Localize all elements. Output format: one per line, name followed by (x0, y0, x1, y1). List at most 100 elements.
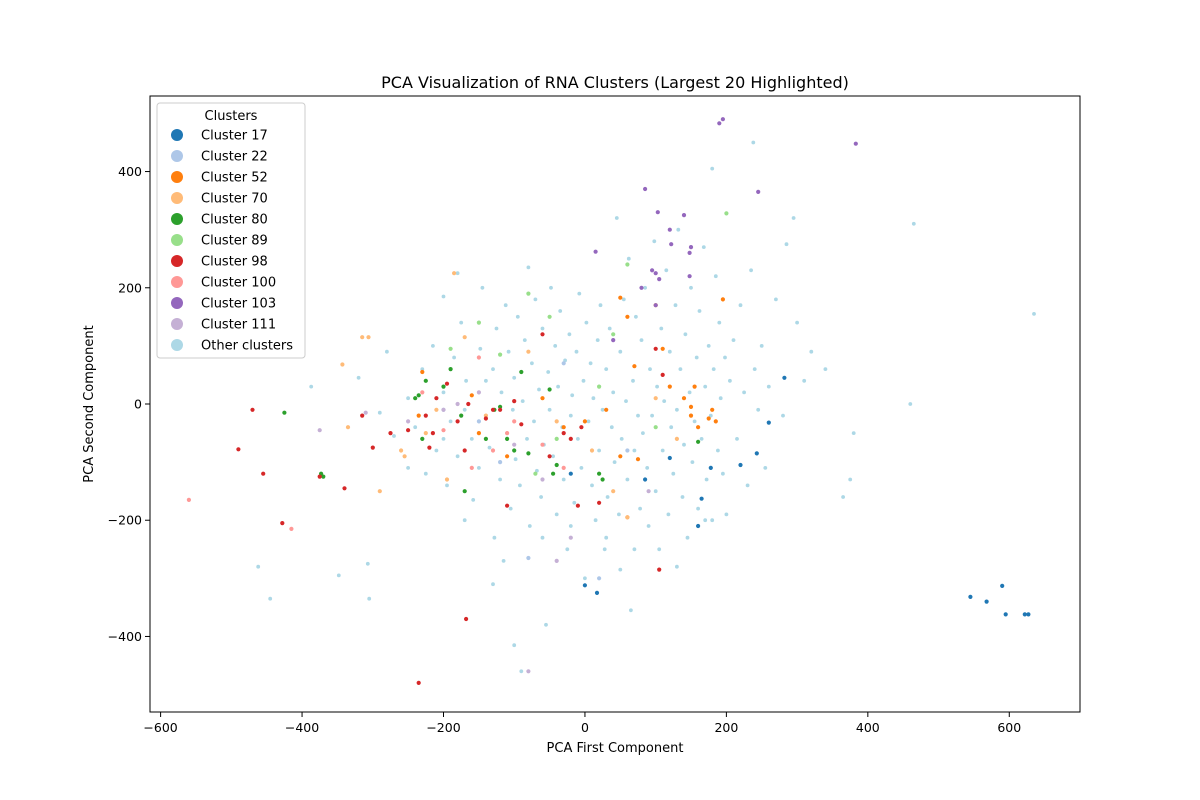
point-cluster-70 (653, 396, 658, 401)
point-cluster-52 (635, 457, 641, 462)
point-cluster-89 (476, 320, 481, 325)
point-other-clusters (581, 378, 586, 383)
point-cluster-52 (420, 369, 425, 375)
point-cluster-70 (483, 413, 488, 418)
point-other-clusters (462, 407, 467, 412)
point-other-clusters (268, 596, 273, 601)
point-cluster-111 (455, 401, 460, 407)
point-other-clusters (448, 419, 453, 424)
point-cluster-98 (388, 431, 393, 436)
point-other-clusters (406, 396, 410, 401)
point-other-clusters (655, 384, 659, 389)
point-other-clusters (710, 166, 715, 171)
point-other-clusters (508, 506, 513, 511)
point-other-clusters (626, 256, 631, 261)
point-cluster-98 (434, 396, 439, 401)
point-cluster-98 (236, 447, 241, 452)
point-cluster-17 (782, 375, 787, 380)
point-other-clusters (638, 506, 642, 511)
point-other-clusters (522, 338, 527, 342)
point-cluster-103 (639, 285, 644, 290)
point-other-clusters (680, 495, 685, 499)
point-other-clusters (540, 326, 545, 331)
point-cluster-103 (688, 245, 694, 250)
point-other-clusters (636, 413, 640, 418)
point-other-clusters (510, 407, 515, 412)
point-other-clusters (561, 477, 566, 482)
point-cluster-98 (250, 407, 255, 412)
point-other-clusters (602, 547, 607, 552)
point-cluster-98 (660, 372, 665, 377)
point-other-clusters (699, 437, 704, 441)
point-cluster-98 (462, 448, 467, 453)
point-other-clusters (530, 361, 534, 366)
point-cluster-52 (706, 416, 711, 421)
point-other-clusters (609, 425, 614, 430)
point-cluster-103 (720, 117, 726, 122)
point-cluster-98 (416, 680, 421, 686)
point-cluster-103 (650, 268, 655, 273)
point-cluster-52 (681, 396, 687, 401)
legend-label-cluster-111: Cluster 111 (201, 318, 276, 333)
point-cluster-98 (568, 436, 573, 441)
point-cluster-103 (853, 141, 858, 146)
point-cluster-98 (455, 419, 460, 424)
point-cluster-103 (687, 250, 692, 255)
point-other-clusters (583, 576, 587, 581)
point-other-clusters (392, 434, 396, 438)
point-cluster-98 (519, 422, 524, 427)
point-other-clusters (735, 437, 739, 441)
point-other-clusters (367, 596, 372, 601)
point-other-clusters (539, 495, 543, 499)
point-other-clusters (499, 390, 504, 395)
point-other-clusters (506, 349, 511, 354)
point-other-clusters (774, 297, 778, 302)
point-other-clusters (526, 265, 531, 270)
point-other-clusters (487, 445, 492, 450)
legend-marker-cluster-52 (171, 171, 183, 183)
point-other-clusters (697, 309, 702, 313)
point-other-clusters (586, 419, 591, 424)
point-cluster-52 (604, 407, 609, 412)
point-other-clusters (711, 367, 716, 371)
point-other-clusters (590, 483, 594, 488)
point-cluster-103 (653, 271, 658, 276)
point-other-clusters (356, 375, 361, 380)
legend-marker-cluster-17 (171, 129, 183, 141)
point-cluster-98 (547, 454, 552, 459)
point-cluster-80 (547, 387, 552, 392)
point-other-clusters (464, 378, 468, 383)
point-other-clusters (607, 326, 612, 331)
point-other-clusters (556, 384, 560, 389)
point-cluster-52 (618, 295, 623, 300)
point-cluster-98 (597, 500, 602, 505)
point-cluster-80 (498, 404, 503, 409)
legend-label-cluster-80: Cluster 80 (201, 213, 268, 228)
point-other-clusters (687, 390, 692, 395)
point-other-clusters (558, 309, 563, 313)
point-other-clusters (632, 547, 637, 552)
point-cluster-89 (526, 291, 531, 296)
point-cluster-17 (594, 590, 600, 596)
point-other-clusters (669, 425, 674, 430)
point-other-clusters (742, 390, 746, 395)
point-other-clusters (706, 344, 711, 348)
point-cluster-111 (512, 442, 517, 447)
point-other-clusters (692, 419, 697, 424)
point-other-clusters (512, 643, 517, 648)
point-other-clusters (694, 355, 699, 360)
point-other-clusters (791, 216, 796, 220)
point-other-clusters (570, 393, 575, 398)
point-cluster-103 (687, 274, 692, 279)
point-other-clusters (471, 498, 476, 502)
point-other-clusters (484, 378, 488, 383)
legend-label-cluster-103: Cluster 103 (201, 297, 276, 312)
point-other-clusters (605, 495, 610, 499)
point-other-clusters (745, 483, 750, 488)
point-other-clusters (664, 268, 669, 273)
point-cluster-17 (568, 471, 573, 476)
point-other-clusters (710, 518, 715, 523)
point-other-clusters (625, 477, 630, 482)
point-other-clusters (678, 367, 683, 371)
point-other-clusters (673, 303, 678, 308)
